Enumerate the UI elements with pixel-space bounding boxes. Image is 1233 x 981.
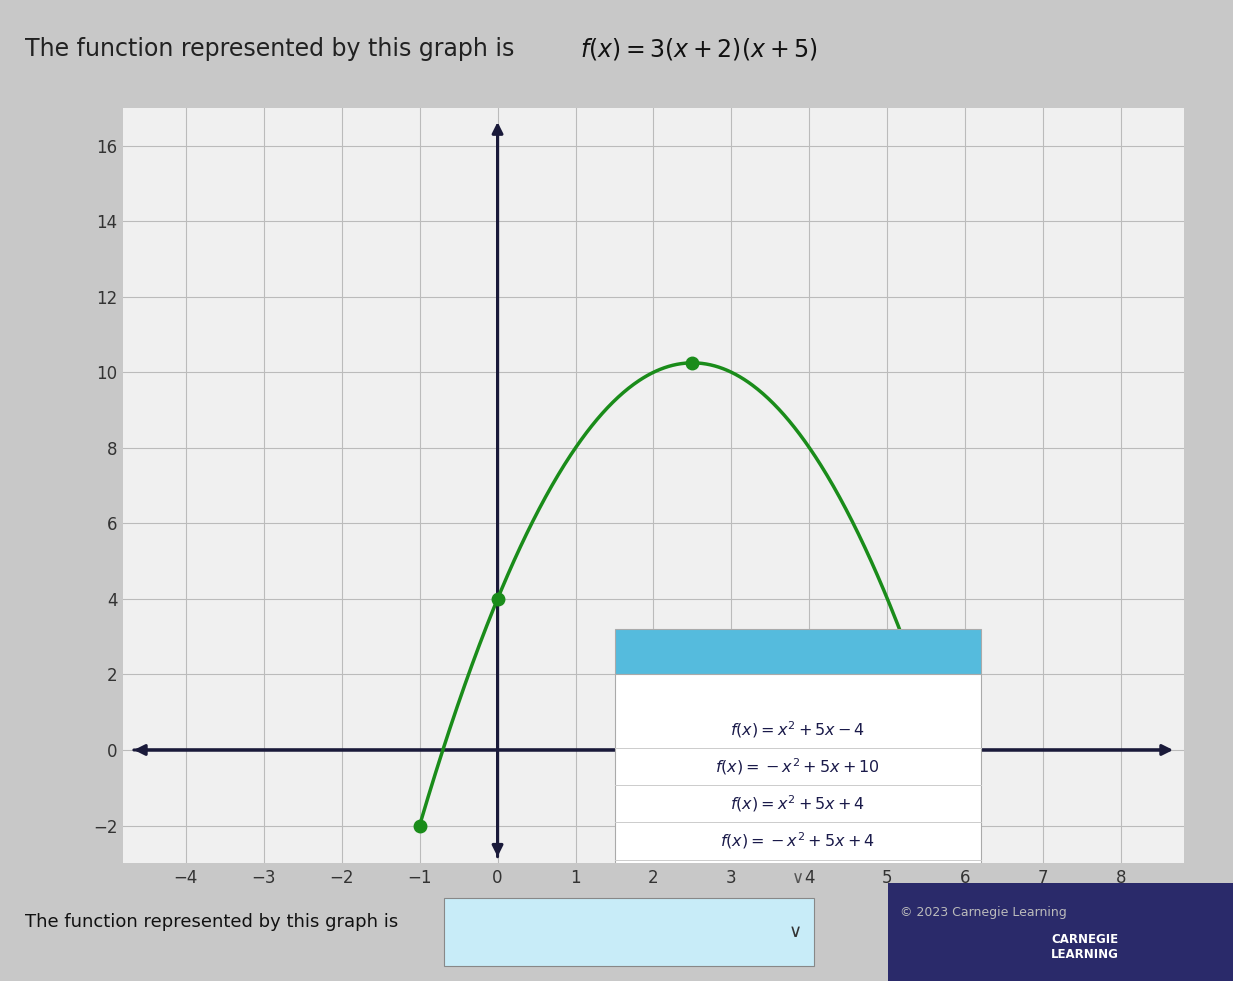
Bar <box>444 898 814 966</box>
Text: $f(x) = -x^2+5x+10$: $f(x) = -x^2+5x+10$ <box>715 756 880 777</box>
Text: ∨: ∨ <box>792 869 804 887</box>
Text: © 2023 Carnegie Learning: © 2023 Carnegie Learning <box>900 905 1067 919</box>
Text: The function represented by this graph is: The function represented by this graph i… <box>25 37 522 61</box>
Text: $f(x) = x^2+5x+4$: $f(x) = x^2+5x+4$ <box>730 794 866 814</box>
Text: CARNEGIE
LEARNING: CARNEGIE LEARNING <box>1051 933 1120 960</box>
Text: $f(x) = x^2+5x-4$: $f(x) = x^2+5x-4$ <box>730 720 866 741</box>
Bar <box>888 883 1233 981</box>
Text: $f(x)=3(x+2)(x+5)$: $f(x)=3(x+2)(x+5)$ <box>580 36 817 62</box>
Text: The function represented by this graph is: The function represented by this graph i… <box>25 913 398 931</box>
Text: ∨: ∨ <box>789 923 801 941</box>
Bar <box>614 629 981 675</box>
Text: $f(x) = -x^2+5x+4$: $f(x) = -x^2+5x+4$ <box>720 831 875 852</box>
Bar <box>614 675 981 871</box>
